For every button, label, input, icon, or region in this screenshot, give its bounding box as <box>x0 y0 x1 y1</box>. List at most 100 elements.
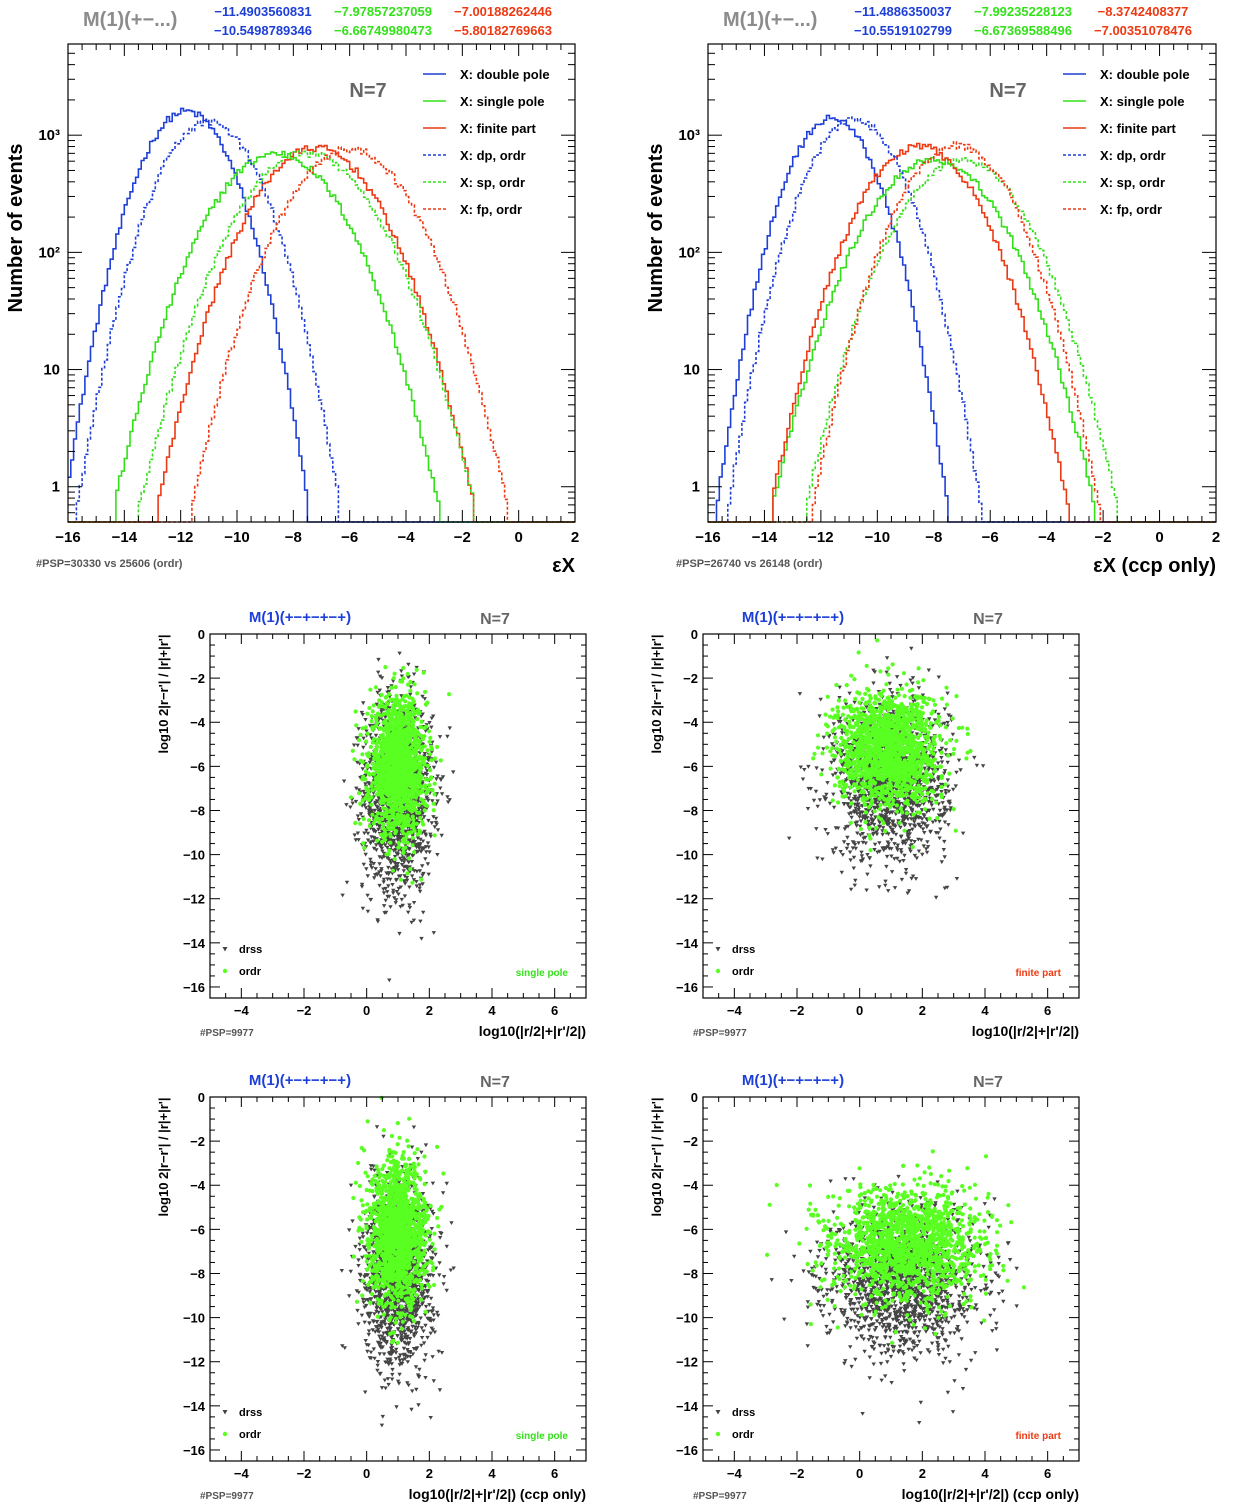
drss-point <box>384 871 389 876</box>
legend-label: X: double pole <box>460 67 550 82</box>
drss-point <box>368 808 373 813</box>
header-value: −10.5519102799 <box>854 23 952 38</box>
ordr-point <box>363 769 368 774</box>
drss-point <box>375 873 380 877</box>
drss-point <box>375 690 380 695</box>
ordr-point <box>357 738 362 743</box>
drss-point <box>361 789 366 794</box>
ordr-point <box>411 700 416 705</box>
x-tick-label: 4 <box>488 1003 496 1018</box>
ordr-point <box>380 822 386 827</box>
drss-point <box>814 827 819 831</box>
drss-point <box>920 827 926 832</box>
drss-point <box>369 736 374 741</box>
x-tick-label: −16 <box>695 529 720 546</box>
drss-point <box>872 842 878 847</box>
drss-point <box>945 778 950 783</box>
drss-point <box>916 849 922 854</box>
drss-point <box>387 978 392 983</box>
drss-point <box>440 775 446 780</box>
ordr-point <box>364 739 369 744</box>
ordr-point <box>368 687 373 692</box>
drss-point <box>938 827 943 832</box>
ordr-point <box>424 803 430 808</box>
drss-point <box>386 884 391 889</box>
drss-point <box>383 886 388 891</box>
ordr-point <box>402 737 407 742</box>
drss-point <box>931 807 936 812</box>
drss-point <box>433 760 439 765</box>
ordr-point <box>386 766 391 771</box>
drss-point <box>936 675 941 680</box>
x-tick-label: −2 <box>1095 529 1112 546</box>
drss-point <box>411 918 417 923</box>
ordr-point <box>406 856 412 861</box>
ordr-point <box>423 783 428 788</box>
drss-point <box>376 827 381 832</box>
drss-point <box>432 825 437 830</box>
drss-point <box>425 862 431 867</box>
ordr-point <box>373 724 378 729</box>
x-axis-label: log10(|r/2|+|r'/2|) <box>479 1023 586 1039</box>
drss-point <box>356 788 362 792</box>
drss-point <box>916 686 922 690</box>
drss-point <box>431 714 436 719</box>
ordr-point <box>381 728 386 733</box>
ordr-point <box>354 723 359 728</box>
drss-point <box>424 795 429 800</box>
drss-point <box>954 877 960 881</box>
drss-point <box>371 846 377 851</box>
drss-point <box>392 896 397 900</box>
drss-point <box>364 828 369 833</box>
drss-point <box>374 843 379 847</box>
drss-point <box>371 839 376 844</box>
ordr-point <box>393 684 398 690</box>
ordr-point <box>403 794 408 799</box>
x-tick-label: 2 <box>1212 529 1220 546</box>
drss-point <box>817 714 822 719</box>
psp-footer: #PSP=30330 vs 25606 (ordr) <box>36 558 183 570</box>
drss-point <box>376 808 382 813</box>
drss-point <box>926 668 931 673</box>
ordr-point <box>362 845 367 851</box>
ordr-point <box>421 670 426 675</box>
drss-point <box>377 870 382 875</box>
drss-point <box>821 735 826 740</box>
drss-point <box>883 879 888 884</box>
drss-point <box>364 867 369 871</box>
drss-point <box>385 690 390 695</box>
drss-point <box>423 857 428 861</box>
ordr-point <box>396 845 401 850</box>
ordr-point <box>428 768 433 773</box>
ordr-point <box>384 701 389 706</box>
drss-point <box>433 820 439 825</box>
ordr-point <box>381 770 386 775</box>
drss-point <box>355 760 360 765</box>
ordr-point <box>379 749 384 754</box>
legend-label: drss <box>239 944 262 956</box>
ordr-point <box>386 802 391 807</box>
ordr-point <box>360 752 365 757</box>
drss-point <box>863 841 868 846</box>
drss-point <box>374 702 379 707</box>
drss-point <box>943 791 949 796</box>
drss-point <box>388 859 393 863</box>
ordr-point <box>405 840 410 845</box>
drss-point <box>389 844 394 849</box>
drss-point <box>814 766 819 771</box>
drss-point <box>365 838 371 843</box>
drss-point <box>439 833 444 838</box>
ordr-point <box>394 775 400 780</box>
drss-point <box>360 713 365 717</box>
ordr-point <box>393 831 398 836</box>
ordr-point <box>425 700 430 705</box>
ordr-point <box>369 802 374 807</box>
drss-point <box>398 885 403 890</box>
drss-point <box>837 685 842 690</box>
drss-point <box>406 675 411 679</box>
drss-point <box>421 773 426 777</box>
ordr-point <box>370 727 375 732</box>
ordr-point <box>373 817 378 823</box>
ordr-point <box>394 792 399 798</box>
